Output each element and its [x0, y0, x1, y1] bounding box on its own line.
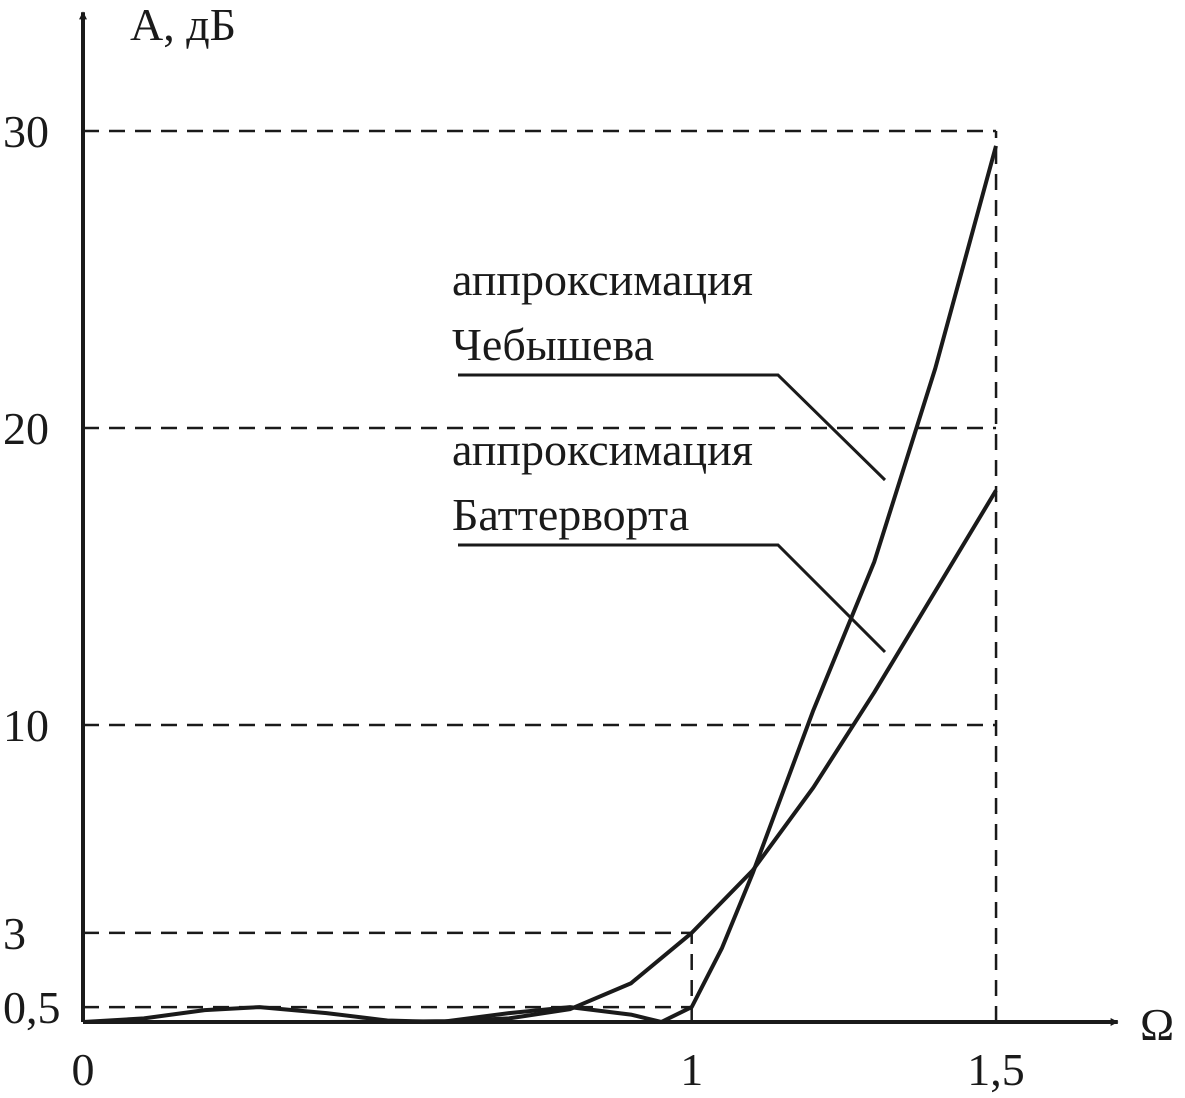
y-axis-label: A, дБ — [130, 0, 236, 50]
annotation: аппроксимация — [452, 254, 753, 305]
y-tick-label: 20 — [3, 403, 49, 454]
leader-line — [458, 373, 887, 482]
x-tick-label: 1,5 — [967, 1044, 1025, 1095]
y-tick-label: 0,5 — [3, 982, 61, 1033]
y-tick-label: 3 — [3, 908, 26, 959]
y-tick-label: 10 — [3, 700, 49, 751]
curve — [82, 145, 998, 1024]
x-tick-label: 1 — [680, 1044, 703, 1095]
annotation: Баттерворта — [452, 489, 689, 540]
annotation: Чебышева — [452, 319, 654, 370]
leader-line — [458, 543, 887, 654]
curve — [83, 489, 998, 1024]
y-tick-label: 30 — [3, 106, 49, 157]
annotation: аппроксимация — [452, 424, 753, 475]
x-tick-label: 0 — [72, 1044, 95, 1095]
x-axis-label: Ω — [1140, 999, 1174, 1050]
